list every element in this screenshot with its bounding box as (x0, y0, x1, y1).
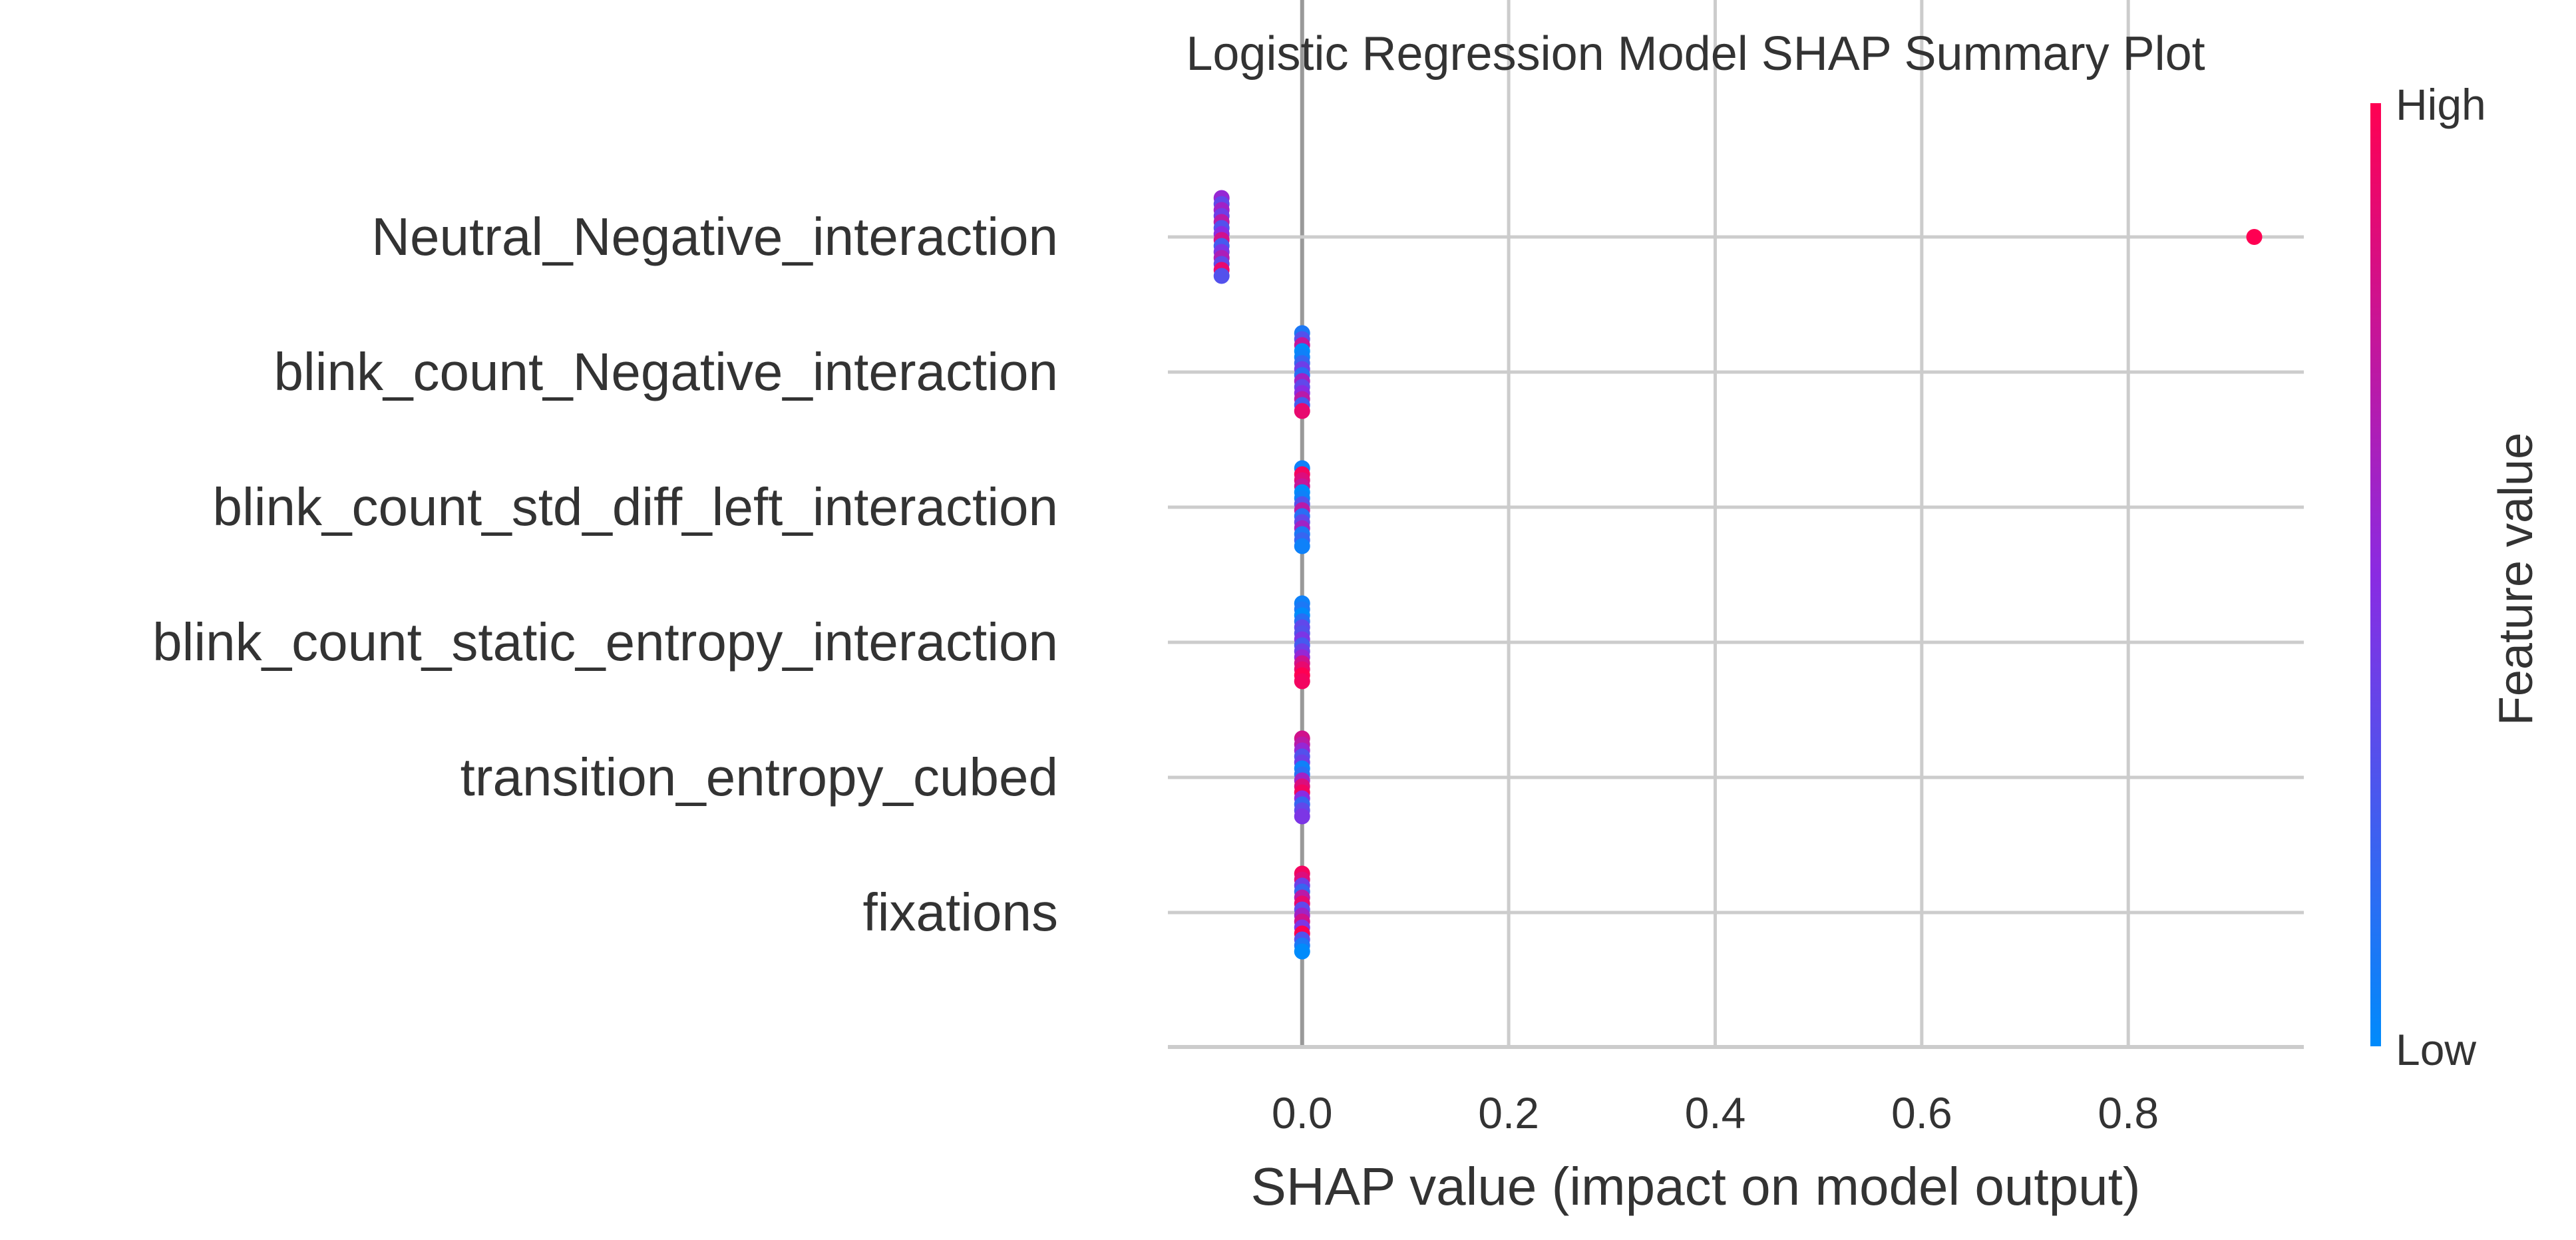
x-tick-label: 0.0 (1272, 1088, 1333, 1137)
shap-point (2246, 229, 2263, 245)
colorbar-low-label: Low (2396, 1025, 2476, 1074)
x-tick-label: 0.6 (1891, 1088, 1952, 1137)
feature-label: blink_count_static_entropy_interaction (152, 612, 1058, 672)
x-tick-label: 0.8 (2098, 1088, 2159, 1137)
x-tick-label: 0.2 (1478, 1088, 1539, 1137)
feature-label: transition_entropy_cubed (460, 747, 1058, 807)
feature-label: Neutral_Negative_interaction (371, 207, 1058, 266)
shap-point (1294, 403, 1310, 419)
colorbar-high-label: High (2396, 80, 2486, 129)
feature-label: blink_count_Negative_interaction (274, 342, 1058, 401)
labels-layer: 0.0 0.2 0.4 0.6 0.8 Neutral_Negative_interact… (152, 207, 2159, 1137)
shap-point (1294, 808, 1310, 825)
points-layer (1213, 190, 2263, 960)
x-axis-label: SHAP value (impact on model output) (1251, 1157, 2141, 1216)
shap-point (1213, 268, 1230, 284)
colorbar-axis-label: Feature value (2489, 433, 2543, 725)
shap-point (1294, 943, 1310, 960)
feature-label: blink_count_std_diff_left_interaction (212, 477, 1058, 536)
x-tick-label: 0.4 (1685, 1088, 1746, 1137)
chart-title: Logistic Regression Model SHAP Summary P… (1186, 27, 2205, 81)
grid-layer (1168, 0, 2304, 1049)
shap-point (1294, 673, 1310, 690)
feature-label: fixations (863, 883, 1058, 942)
shap-point (1294, 538, 1310, 554)
colorbar (2370, 103, 2381, 1046)
